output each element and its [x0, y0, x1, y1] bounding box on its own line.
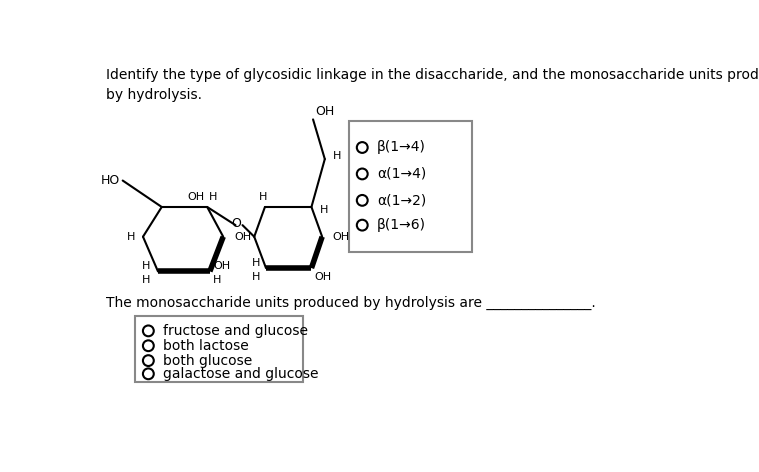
Text: HO: HO — [100, 174, 120, 187]
Text: galactose and glucose: galactose and glucose — [163, 367, 319, 381]
Text: O: O — [231, 217, 241, 230]
Text: H: H — [251, 258, 260, 268]
Text: OH: OH — [213, 261, 230, 271]
Text: OH: OH — [332, 232, 349, 242]
Text: H: H — [142, 261, 150, 271]
Text: OH: OH — [234, 232, 251, 242]
Text: H: H — [209, 192, 218, 202]
FancyBboxPatch shape — [135, 316, 304, 382]
Text: α(1→2): α(1→2) — [377, 194, 427, 207]
Text: OH: OH — [316, 105, 335, 118]
Text: OH: OH — [187, 192, 205, 202]
FancyBboxPatch shape — [349, 121, 472, 252]
Text: both glucose: both glucose — [163, 354, 253, 368]
Text: H: H — [142, 275, 150, 285]
Text: both lactose: both lactose — [163, 339, 249, 353]
Text: H: H — [213, 275, 222, 285]
Text: H: H — [320, 205, 329, 215]
Text: Identify the type of glycosidic linkage in the disaccharide, and the monosacchar: Identify the type of glycosidic linkage … — [106, 68, 759, 101]
Text: H: H — [251, 271, 260, 282]
Text: fructose and glucose: fructose and glucose — [163, 324, 308, 338]
Text: β(1→4): β(1→4) — [377, 141, 426, 154]
Text: The monosaccharide units produced by hydrolysis are _______________.: The monosaccharide units produced by hyd… — [106, 296, 597, 310]
Text: H: H — [127, 232, 135, 242]
Text: α(1→4): α(1→4) — [377, 167, 427, 181]
Text: β(1→6): β(1→6) — [377, 218, 427, 232]
Text: OH: OH — [314, 271, 332, 282]
Text: H: H — [258, 192, 266, 202]
Text: H: H — [333, 151, 342, 161]
